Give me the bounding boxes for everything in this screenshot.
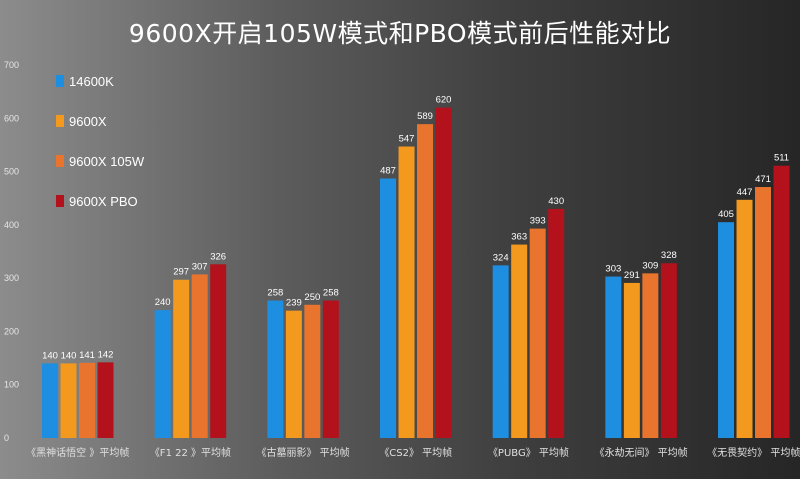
bar — [79, 362, 95, 438]
legend-label: 9600X PBO — [69, 194, 138, 209]
data-label: 240 — [155, 297, 171, 308]
bar — [173, 279, 190, 438]
chart-title: 9600X开启105W模式和PBO模式前后性能对比 — [128, 19, 672, 48]
y-tick-label: 300 — [4, 273, 19, 283]
bar — [492, 265, 509, 438]
category-label: 《F1 22 》平均帧 — [150, 446, 231, 459]
y-tick-label: 600 — [4, 113, 19, 123]
data-label: 309 — [642, 260, 658, 271]
data-label: 142 — [98, 349, 114, 360]
bar — [736, 199, 753, 438]
y-tick-label: 0 — [4, 433, 9, 443]
data-label: 141 — [79, 350, 95, 361]
y-tick-label: 500 — [4, 167, 19, 177]
bars — [42, 107, 790, 438]
data-label: 324 — [493, 252, 509, 263]
data-label: 307 — [192, 261, 208, 272]
bar — [285, 310, 302, 438]
bar — [511, 244, 528, 438]
data-label: 511 — [774, 153, 789, 164]
bar — [529, 228, 546, 438]
data-label: 393 — [530, 216, 546, 227]
data-label: 471 — [755, 174, 771, 185]
category-label: 《古墓丽影》 平均帧 — [256, 446, 349, 459]
legend-swatch — [56, 75, 64, 87]
data-label: 487 — [380, 165, 396, 176]
bar — [97, 362, 114, 438]
data-label: 447 — [737, 187, 753, 198]
bar — [605, 276, 622, 438]
bar — [623, 282, 640, 438]
legend-label: 9600X 105W — [69, 154, 145, 169]
bar — [154, 310, 171, 438]
category-label: 《CS2》 平均帧 — [379, 446, 452, 459]
bar — [417, 124, 434, 438]
data-label: 303 — [605, 264, 621, 275]
y-axis-ticks: 0 100 200 300 400 500 600 700 — [4, 60, 19, 443]
data-label: 547 — [399, 134, 415, 145]
bar — [773, 165, 790, 438]
data-label: 328 — [661, 250, 677, 261]
data-label: 326 — [210, 251, 226, 262]
category-label: 《PUBG》 平均帧 — [488, 446, 569, 459]
category-label: 《永劫无间》 平均帧 — [595, 446, 688, 459]
bar — [718, 222, 735, 438]
bar — [191, 274, 208, 438]
bar — [398, 146, 415, 438]
bar — [660, 263, 677, 438]
y-tick-label: 100 — [4, 380, 19, 390]
bar — [380, 178, 397, 438]
category-label: 《黑神话悟空 》平均帧 — [26, 446, 129, 459]
category-labels: 《黑神话悟空 》平均帧 《F1 22 》平均帧 《古墓丽影》 平均帧 《CS2》 平均… — [26, 446, 800, 459]
legend: 14600K 9600X 9600X 105W 9600X PBO — [56, 74, 145, 209]
data-label: 405 — [718, 209, 734, 220]
legend-label: 14600K — [69, 74, 114, 89]
y-tick-label: 200 — [4, 326, 19, 336]
bar — [642, 273, 659, 438]
data-label: 291 — [624, 270, 640, 281]
bar — [210, 264, 227, 438]
legend-swatch — [56, 155, 64, 167]
data-label: 589 — [417, 111, 433, 122]
data-label: 239 — [286, 298, 302, 309]
bar — [435, 107, 452, 438]
bar — [267, 300, 284, 438]
bar — [322, 300, 339, 438]
legend-swatch — [56, 195, 64, 207]
bar — [548, 208, 565, 438]
y-tick-label: 700 — [4, 60, 19, 70]
data-label: 250 — [304, 292, 320, 303]
legend-swatch — [56, 115, 64, 127]
category-label: 《无畏契约》 平均帧 — [707, 446, 800, 459]
bar — [755, 187, 772, 438]
data-label: 140 — [61, 350, 77, 361]
bar — [42, 363, 58, 438]
legend-label: 9600X — [69, 114, 107, 129]
bar — [60, 363, 77, 438]
bar — [304, 304, 321, 438]
y-tick-label: 400 — [4, 220, 19, 230]
data-label: 430 — [548, 196, 564, 207]
data-label: 140 — [42, 350, 58, 361]
data-label: 620 — [436, 95, 452, 106]
data-label: 258 — [267, 288, 283, 299]
data-label: 297 — [173, 267, 189, 278]
data-label: 363 — [511, 232, 527, 243]
data-label: 258 — [323, 288, 339, 299]
